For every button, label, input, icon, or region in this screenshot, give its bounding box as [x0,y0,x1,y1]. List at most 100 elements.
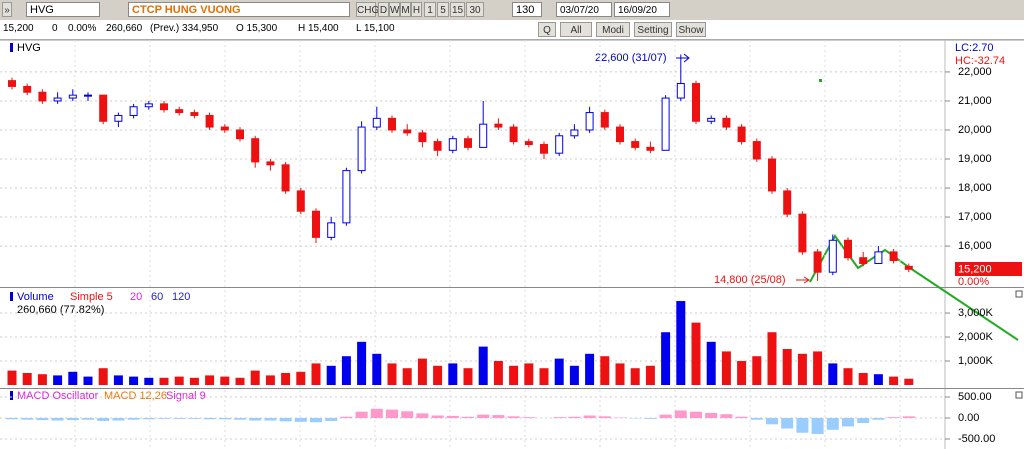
macd-bar [97,418,110,421]
toolbar: » HVG CTCP HUNG VUONG CHG D W M H 1 5 15 30 130 … [0,0,1024,21]
volume-bar [661,332,671,385]
panel-icon [10,391,13,400]
volume-bar [585,353,595,385]
quote-button[interactable]: Setting [634,22,672,37]
volume-bar [691,322,701,385]
macd-bar [325,418,338,421]
volume-bar [554,358,564,385]
macd-bar [234,418,246,420]
marker [819,79,822,82]
toolbar-button[interactable]: 1 [424,2,436,17]
volume: 260,660 [106,23,143,34]
candle-body [859,257,868,264]
volume-bar [68,371,78,385]
toolbar-button[interactable]: H [411,2,422,17]
candle-body [327,222,336,238]
candle-body [8,80,16,87]
symbol-input[interactable]: HVG [26,2,100,17]
panel-icon [10,43,13,52]
macd-bar [431,415,444,419]
candle-body [296,190,305,212]
macd-bar [188,418,201,419]
volume-bar [402,368,412,385]
ma-label: 60 [151,291,163,303]
macd-bar [659,414,672,419]
quote-button[interactable]: All [560,22,592,37]
candle-body [403,129,412,134]
macd-bar [386,409,398,419]
toolbar-button[interactable]: D [378,2,389,17]
menu-button[interactable]: » [2,2,12,17]
toolbar-button[interactable]: M [400,2,411,17]
y-tick-label: 16,000 [958,240,992,252]
candle-body [737,126,746,143]
candle-body [129,106,138,116]
candle-body [38,91,47,102]
signal-label: Signal 9 [166,390,206,402]
quote-button[interactable]: Show [676,22,706,37]
macd-bar [735,416,748,419]
toolbar-button[interactable]: W [389,2,400,17]
low: L 15,100 [356,23,395,34]
macd-bar [674,410,687,419]
volume-bar [205,375,215,385]
volume-bar [889,376,899,385]
volume-bar [630,368,640,385]
macd-bar [492,415,505,419]
candle-body [889,251,898,262]
candle-body [418,132,427,143]
macd-bar [51,418,64,421]
macd-bar [796,418,809,433]
toolbar-button[interactable]: 5 [437,2,449,17]
toolbar-button[interactable]: CHG [356,2,379,17]
volume-bar [281,373,291,385]
macd-bar [112,418,125,421]
candle-body [509,126,518,143]
open: O 15,300 [236,23,278,34]
macd-bar [462,416,474,419]
candle-body [53,97,62,102]
candle-body [783,190,792,215]
candle-body [342,170,351,224]
candle-body [114,114,123,122]
candle-body [175,109,184,114]
volume-bar [676,301,686,385]
candle-body [251,138,260,163]
toolbar-button[interactable]: 15 [450,2,465,17]
y-tick-label: 0.00 [958,412,979,424]
candle-body [692,83,700,122]
to-date[interactable]: 16/09/20 [614,2,670,17]
candle-body [661,97,670,151]
volume-bar [433,365,443,385]
y-tick-label: 2,000K [958,331,994,343]
macd-bar [370,408,383,419]
macd-bar [294,418,307,422]
macd-bar [720,414,733,419]
ma-label: 20 [130,291,142,303]
quote-button[interactable]: Q [538,22,556,37]
macd-bar [82,418,94,420]
volume-bar [752,356,762,385]
macd-bar [446,415,459,419]
macd-bar [6,418,18,420]
candle-body [144,103,153,108]
count-input[interactable]: 130 [512,2,542,17]
candle-body [585,112,594,131]
panel-label: MACD Oscillator [17,390,99,402]
macd-bar [173,418,186,419]
volume-bar [478,346,488,385]
volume-bar [524,363,534,385]
toolbar-button[interactable]: 30 [466,2,484,17]
macd-bar [310,418,322,423]
change-pct: 0.00% [68,23,97,34]
panel-button[interactable] [1015,290,1023,298]
from-date[interactable]: 03/07/20 [556,2,612,17]
candle-body [600,112,609,128]
quote-button[interactable]: Modi [596,22,630,37]
candle-body [99,94,108,122]
macd-bar [522,417,535,419]
panel-button[interactable] [1015,391,1023,399]
volume-bar [387,363,397,385]
candle-body [646,146,655,151]
y-tick-label: 22,000 [958,66,992,78]
